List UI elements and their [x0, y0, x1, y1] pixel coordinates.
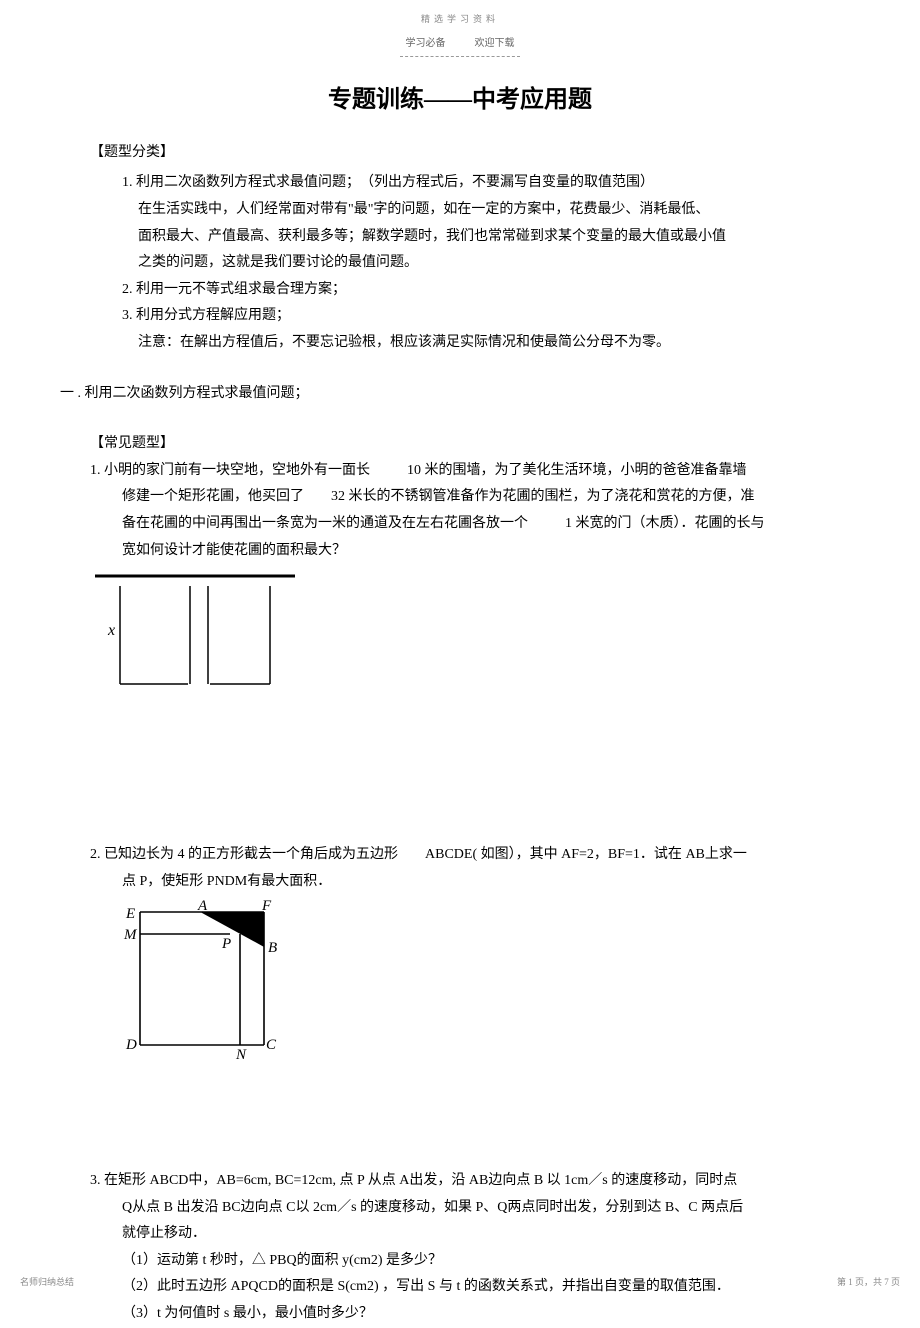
top-header: 精选学习资料: [0, 0, 920, 26]
p1-line2b: 32 米长的不锈钢管准备作为花圃的围栏，为了浇花和赏花的方便，准: [331, 489, 755, 504]
p2-line2: 点 P，使矩形 PNDM有最大面积．: [90, 869, 830, 896]
content-body: 【题型分类】 1. 利用二次函数列方程式求最值问题； （列出方程式后，不要漏写自…: [0, 140, 920, 381]
problem-3: 3. 在矩形 ABCD中，AB=6cm, BC=12cm, 点 P 从点 A出发…: [90, 1168, 830, 1328]
svg-text:x: x: [107, 622, 115, 639]
type-1-line1: 1. 利用二次函数列方程式求最值问题； （列出方程式后，不要漏写自变量的取值范围…: [90, 170, 830, 197]
p3-q3: （3）t 为何值时 s 最小，最小值时多少？: [90, 1301, 830, 1328]
figure-1: x: [90, 574, 920, 702]
svg-text:N: N: [235, 1047, 247, 1060]
section-1-title: 一 . 利用二次函数列方程式求最值问题；: [60, 381, 860, 408]
figure-2: E A F M P B D N C: [122, 900, 920, 1068]
p3-q1: （1）运动第 t 秒时，△ PBQ的面积 y(cm2) 是多少？: [90, 1248, 830, 1275]
sub-header-right: 欢迎下载: [475, 38, 515, 49]
p2-line1e: AB上求一: [685, 847, 746, 862]
svg-text:E: E: [125, 906, 135, 922]
p1-line3b: 1 米宽的门（木质）．花圃的长与: [565, 516, 765, 531]
type-3-note: 注意：在解出方程值后，不要忘记验根，根应该满足实际情况和使最简公分母不为零。: [90, 330, 830, 357]
svg-text:A: A: [197, 900, 208, 914]
problem-2: 2. 已知边长为 4 的正方形截去一个角后成为五边形 ABCDE( 如图），其中…: [90, 842, 830, 895]
p1-line3a: 备在花圃的中间再围出一条宽为一米的通道及在左右花圃各放一个: [122, 516, 528, 531]
header-divider: [400, 56, 520, 57]
sub-header: 学习必备 欢迎下载: [0, 36, 920, 54]
p1-line4: 宽如何设计才能使花圃的面积最大？: [90, 538, 830, 565]
type-3: 3. 利用分式方程解应用题；: [90, 303, 830, 330]
p3-line2: Q从点 B 出发沿 BC边向点 C以 2cm／s 的速度移动，如果 P、Q两点同…: [90, 1195, 830, 1222]
type-1-line2: 在生活实践中，人们经常面对带有"最"字的问题，如在一定的方案中，花费最少、消耗最…: [90, 197, 830, 224]
p3-line3: 就停止移动．: [90, 1221, 830, 1248]
p1-line1a: 1. 小明的家门前有一块空地，空地外有一面长: [90, 463, 370, 478]
svg-text:B: B: [268, 940, 277, 956]
page-title: 专题训练——中考应用题: [0, 81, 920, 119]
type-2: 2. 利用一元不等式组求最合理方案；: [90, 277, 830, 304]
p1-line2a: 修建一个矩形花圃，他买回了: [122, 489, 304, 504]
p2-line1b: 4 的正方形截去一个角后成为五边形: [178, 847, 399, 862]
svg-text:F: F: [261, 900, 272, 914]
type-1-line3: 面积最大、产值最高、获利最多等；解数学题时，我们也常常碰到求某个变量的最大值或最…: [90, 224, 830, 251]
problem-1: 1. 小明的家门前有一块空地，空地外有一面长 10 米的围墙，为了美化生活环境，…: [90, 458, 830, 564]
section-types-label: 【题型分类】: [90, 140, 830, 167]
footer-left: 名师归纳总结: [20, 1275, 74, 1289]
common-types-label: 【常见题型】: [90, 431, 830, 458]
svg-text:M: M: [123, 927, 138, 943]
type-1-line4: 之类的问题，这就是我们要讨论的最值问题。: [90, 250, 830, 277]
p2-line1d: AF=2，BF=1．试在: [561, 847, 682, 862]
p2-line1a: 2. 已知边长为: [90, 847, 174, 862]
sub-header-left: 学习必备: [406, 38, 446, 49]
svg-text:P: P: [221, 936, 231, 952]
p2-line1c: ABCDE( 如图），其中: [425, 847, 558, 862]
p1-line1b: 10 米的围墙，为了美化生活环境，小明的爸爸准备靠墙: [407, 463, 747, 478]
footer-right: 第 1 页，共 7 页: [837, 1275, 900, 1289]
svg-text:C: C: [266, 1037, 277, 1053]
svg-text:D: D: [125, 1037, 137, 1053]
p3-q2: （2）此时五边形 APQCD的面积是 S(cm2) ，写出 S 与 t 的函数关…: [90, 1274, 830, 1301]
p3-line1: 3. 在矩形 ABCD中，AB=6cm, BC=12cm, 点 P 从点 A出发…: [90, 1168, 830, 1195]
